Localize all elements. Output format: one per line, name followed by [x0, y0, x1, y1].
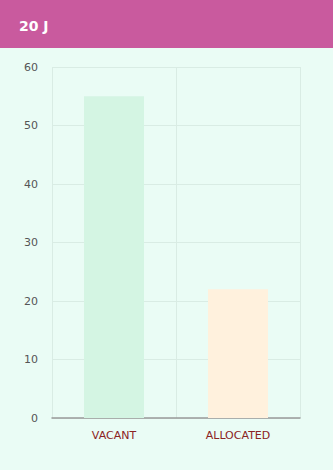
svg-text:10: 10: [24, 353, 38, 366]
svg-text:0: 0: [31, 412, 38, 425]
svg-text:ALLOCATED: ALLOCATED: [206, 429, 271, 442]
svg-text:20: 20: [24, 295, 38, 308]
svg-text:50: 50: [24, 119, 38, 132]
svg-text:30: 30: [24, 236, 38, 249]
svg-text:40: 40: [24, 178, 38, 191]
svg-text:60: 60: [24, 61, 38, 74]
svg-text:20 J: 20 J: [19, 18, 49, 34]
svg-text:VACANT: VACANT: [92, 429, 137, 442]
